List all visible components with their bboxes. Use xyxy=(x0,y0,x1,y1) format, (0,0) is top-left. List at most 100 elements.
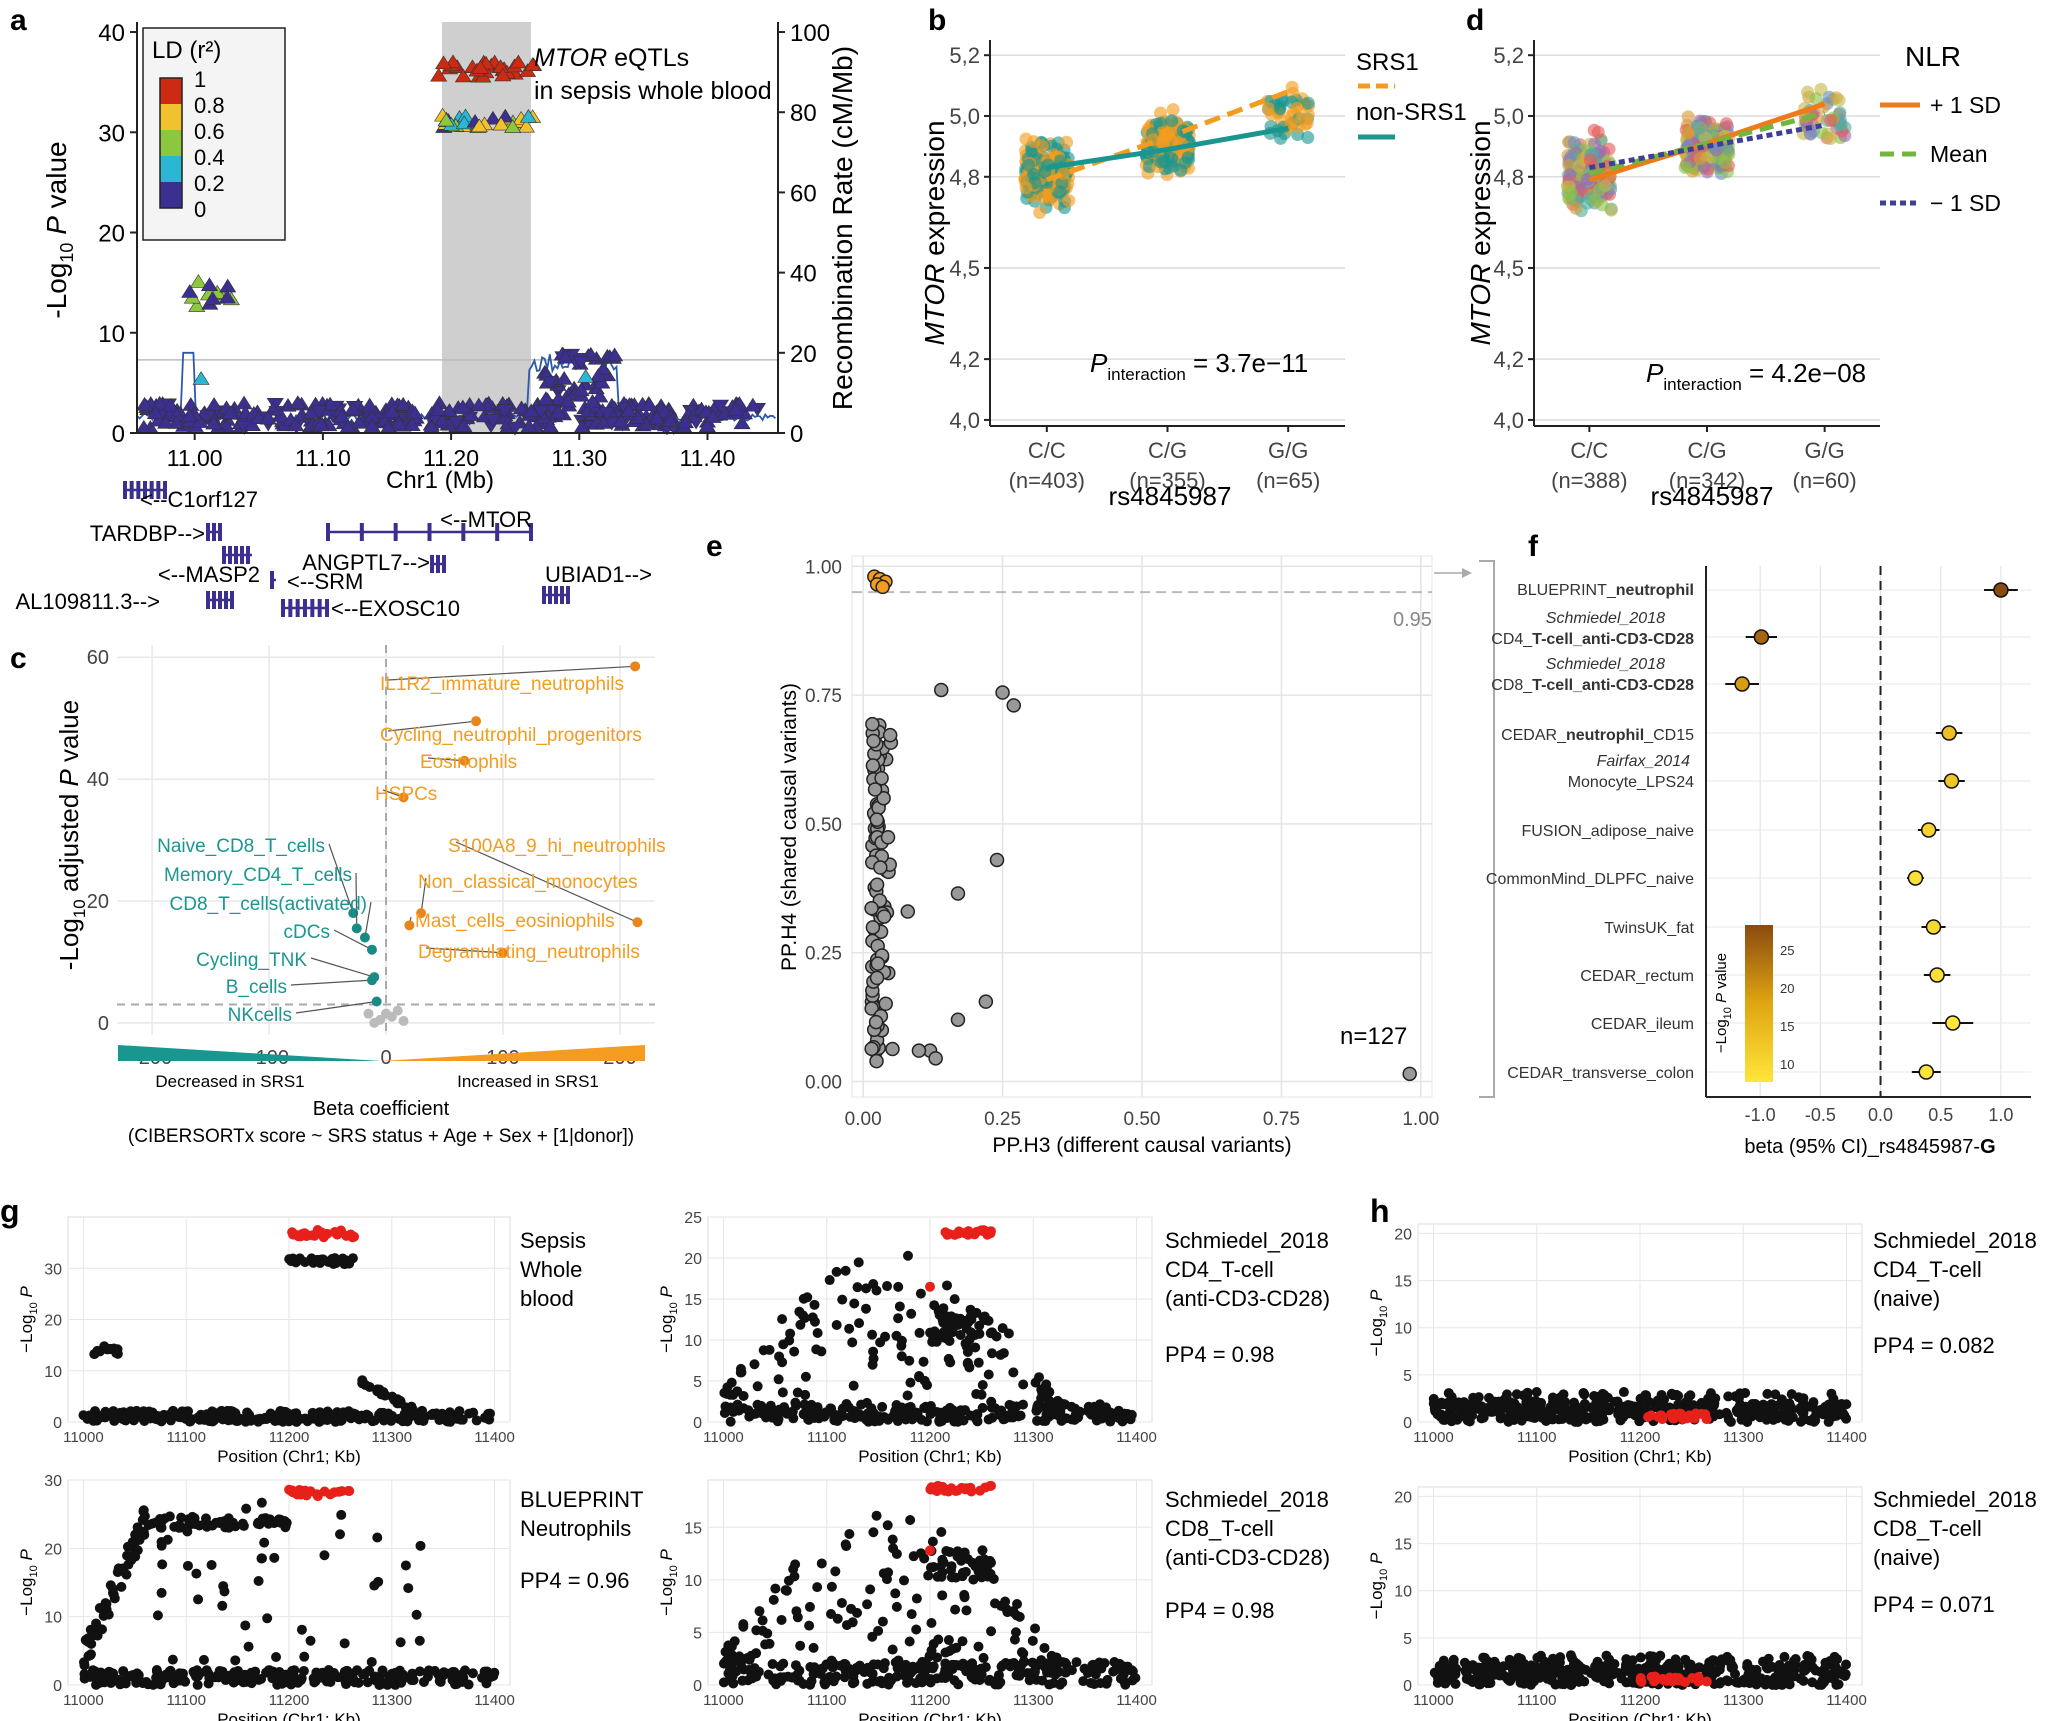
subplot-point xyxy=(1635,1652,1646,1663)
subplot-point xyxy=(429,1665,440,1676)
subplot-point xyxy=(1732,1407,1743,1418)
gene-exon xyxy=(566,586,570,604)
e-point xyxy=(869,1053,884,1069)
c-gradient-label-up: Increased in SRS1 xyxy=(457,1072,599,1091)
subplot-point-lead xyxy=(1690,1408,1701,1419)
c-gradient-bar xyxy=(118,1045,645,1061)
f-x-tick-label: 1.0 xyxy=(1988,1105,2013,1125)
subplot-x-tick-label: 11400 xyxy=(474,1692,515,1709)
subplot-point xyxy=(1446,1669,1457,1680)
a-title-line2: in sepsis whole blood xyxy=(534,77,772,105)
a-y-tick-label: 30 xyxy=(98,120,125,147)
subplot-point xyxy=(852,1282,863,1293)
a-x-tick-label: 11.30 xyxy=(551,445,607,471)
fit-line xyxy=(1046,125,1289,171)
subplot-point xyxy=(1097,1404,1108,1415)
subplot-point xyxy=(812,1327,823,1338)
subplot-point xyxy=(1578,1403,1589,1414)
subplot-y-axis-label: −Log10 P xyxy=(1367,1289,1390,1356)
subplot-point xyxy=(1061,1413,1072,1424)
c-point-up xyxy=(497,947,508,958)
a-snp-point xyxy=(484,110,502,125)
subplot-point xyxy=(131,1677,142,1688)
gene-exon xyxy=(206,591,210,609)
legend-label: − 1 SD xyxy=(1930,190,2001,216)
subplot-point xyxy=(721,1655,732,1666)
subplot-point xyxy=(1018,1379,1029,1390)
subplot-point xyxy=(176,1412,187,1423)
subplot-point xyxy=(1767,1409,1778,1420)
a-snp-point xyxy=(205,397,223,411)
subplot-point xyxy=(1807,1677,1818,1688)
expression-point xyxy=(1588,193,1602,207)
subplot-point-lead xyxy=(307,1230,318,1241)
y-tick-label: 4,8 xyxy=(949,165,980,190)
f-x-tick-label: -1.0 xyxy=(1745,1105,1776,1125)
subplot-point xyxy=(1714,1678,1725,1689)
subplot-point xyxy=(467,1668,478,1679)
subplot-point xyxy=(748,1667,759,1678)
subplot-title-line: Neutrophils xyxy=(520,1516,631,1541)
subplot-point xyxy=(85,1624,96,1635)
subplot-point xyxy=(1625,1661,1636,1672)
expression-point xyxy=(1809,92,1823,106)
subplot-title-line: (anti-CD3-CD28) xyxy=(1165,1545,1330,1570)
e-y-tick-label: 0.75 xyxy=(805,686,842,707)
subplot-point xyxy=(844,1529,855,1540)
subplot-x-tick-label: 11300 xyxy=(371,1429,412,1446)
e-point xyxy=(989,852,1005,868)
expression-point xyxy=(1583,153,1597,167)
f-x-tick-label: 0.0 xyxy=(1868,1105,1893,1125)
a-snp-point xyxy=(350,414,368,429)
subplot-point xyxy=(959,1592,970,1603)
subplot-point xyxy=(1774,1660,1785,1671)
subplot-point xyxy=(958,1317,969,1328)
subplot-point xyxy=(854,1660,865,1671)
subplot-point xyxy=(928,1562,939,1573)
c-point-nonsig xyxy=(369,1017,380,1028)
a-snp-point xyxy=(447,416,465,431)
subplot-point xyxy=(774,1351,785,1362)
b-fit-lines xyxy=(1045,89,1290,183)
subplot-point xyxy=(215,1411,226,1422)
c-point-nonsig xyxy=(398,1015,409,1026)
gene-exon xyxy=(554,586,558,604)
subplot-point xyxy=(310,1676,321,1687)
e-x-tick-label: 1.00 xyxy=(1402,1109,1439,1130)
subplot-point xyxy=(831,1319,842,1330)
subplot-point xyxy=(847,1337,858,1348)
subplot-point xyxy=(940,1647,951,1658)
c-y-ticks: 0 20 40 60 xyxy=(87,647,109,1035)
subplot-point xyxy=(1688,1400,1699,1411)
a-snp-point xyxy=(504,119,522,133)
subplot-point xyxy=(938,1303,949,1314)
a-x-tick-label: 11.40 xyxy=(680,445,736,471)
subplot-point xyxy=(844,1323,855,1334)
subplot-point xyxy=(907,1414,918,1425)
subplot-point xyxy=(1723,1391,1734,1402)
gene-exon xyxy=(212,591,216,609)
subplot-y-tick-label: 15 xyxy=(1394,1274,1412,1291)
gene-exon xyxy=(218,523,222,541)
subplot-x-tick-label: 11400 xyxy=(474,1429,515,1446)
subplot-point xyxy=(1117,1413,1128,1424)
a-snp-point xyxy=(496,404,514,419)
expression-point xyxy=(1301,96,1315,110)
subplot-point xyxy=(1018,1399,1029,1410)
subplot-point xyxy=(1547,1414,1558,1425)
f-row-label-part: neutrophil xyxy=(1616,582,1694,599)
subplot-point xyxy=(263,1665,274,1676)
subplot-point xyxy=(873,1676,884,1687)
subplot-point xyxy=(1484,1392,1495,1403)
subplot-point xyxy=(164,1413,175,1424)
subplot-point xyxy=(147,1518,158,1529)
e-points xyxy=(864,569,1417,1082)
f-row-label: CEDAR_transverse_colon xyxy=(1507,1065,1694,1082)
c-y-tick-label: 60 xyxy=(87,647,109,669)
subplot-title-line: Schmiedel_2018 xyxy=(1165,1487,1329,1512)
a-snp-point xyxy=(310,405,328,420)
subplot-point xyxy=(88,1669,99,1680)
subplot-point xyxy=(1066,1401,1077,1412)
subplot-y-axis-label: −Log10 P xyxy=(17,1286,40,1353)
subplot-point xyxy=(907,1665,918,1676)
